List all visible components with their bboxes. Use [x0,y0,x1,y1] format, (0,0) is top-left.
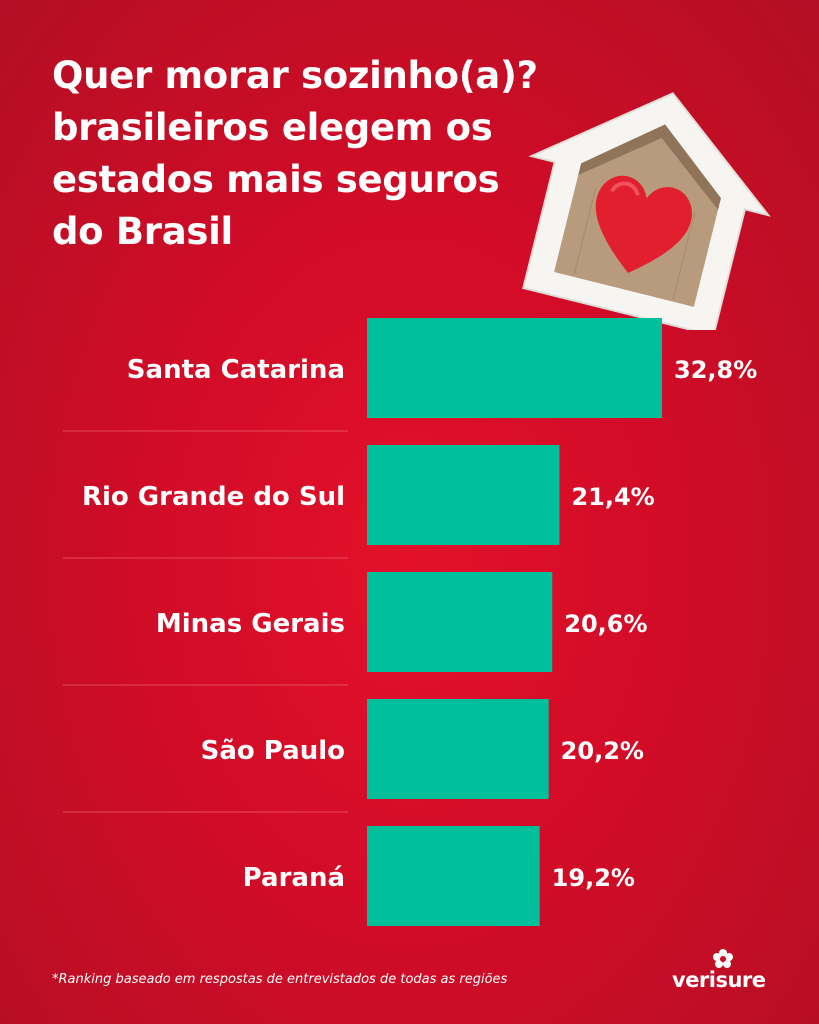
value-label: 21,4% [571,483,654,511]
chart-title: Quer morar sozinho(a)? brasileiros elege… [52,50,538,258]
value-label: 19,2% [552,864,635,892]
category-label: Minas Gerais [156,609,345,639]
value-label: 20,2% [561,737,644,765]
title-line: Quer morar sozinho(a)? [52,54,538,97]
bar [367,445,560,545]
heart-icon [595,175,692,273]
bar [367,826,540,926]
value-label: 32,8% [674,356,757,384]
footnote: *Ranking baseado em respostas de entrevi… [52,972,508,987]
title-line: estados mais seguros [52,158,500,201]
bar [367,318,662,418]
value-label: 20,6% [564,610,647,638]
brand-name: verisure [672,968,766,992]
title-line: brasileiros elegem os [52,106,493,149]
verisure-flower-icon [713,949,733,968]
category-label: Santa Catarina [127,355,345,385]
bar [367,699,549,799]
category-label: Rio Grande do Sul [82,482,345,512]
category-label: Paraná [243,863,345,893]
house-heart-illustration [522,92,771,330]
verisure-logo: verisure [672,948,782,994]
bar [367,572,553,672]
title-line: do Brasil [52,210,233,253]
category-label: São Paulo [201,736,345,766]
